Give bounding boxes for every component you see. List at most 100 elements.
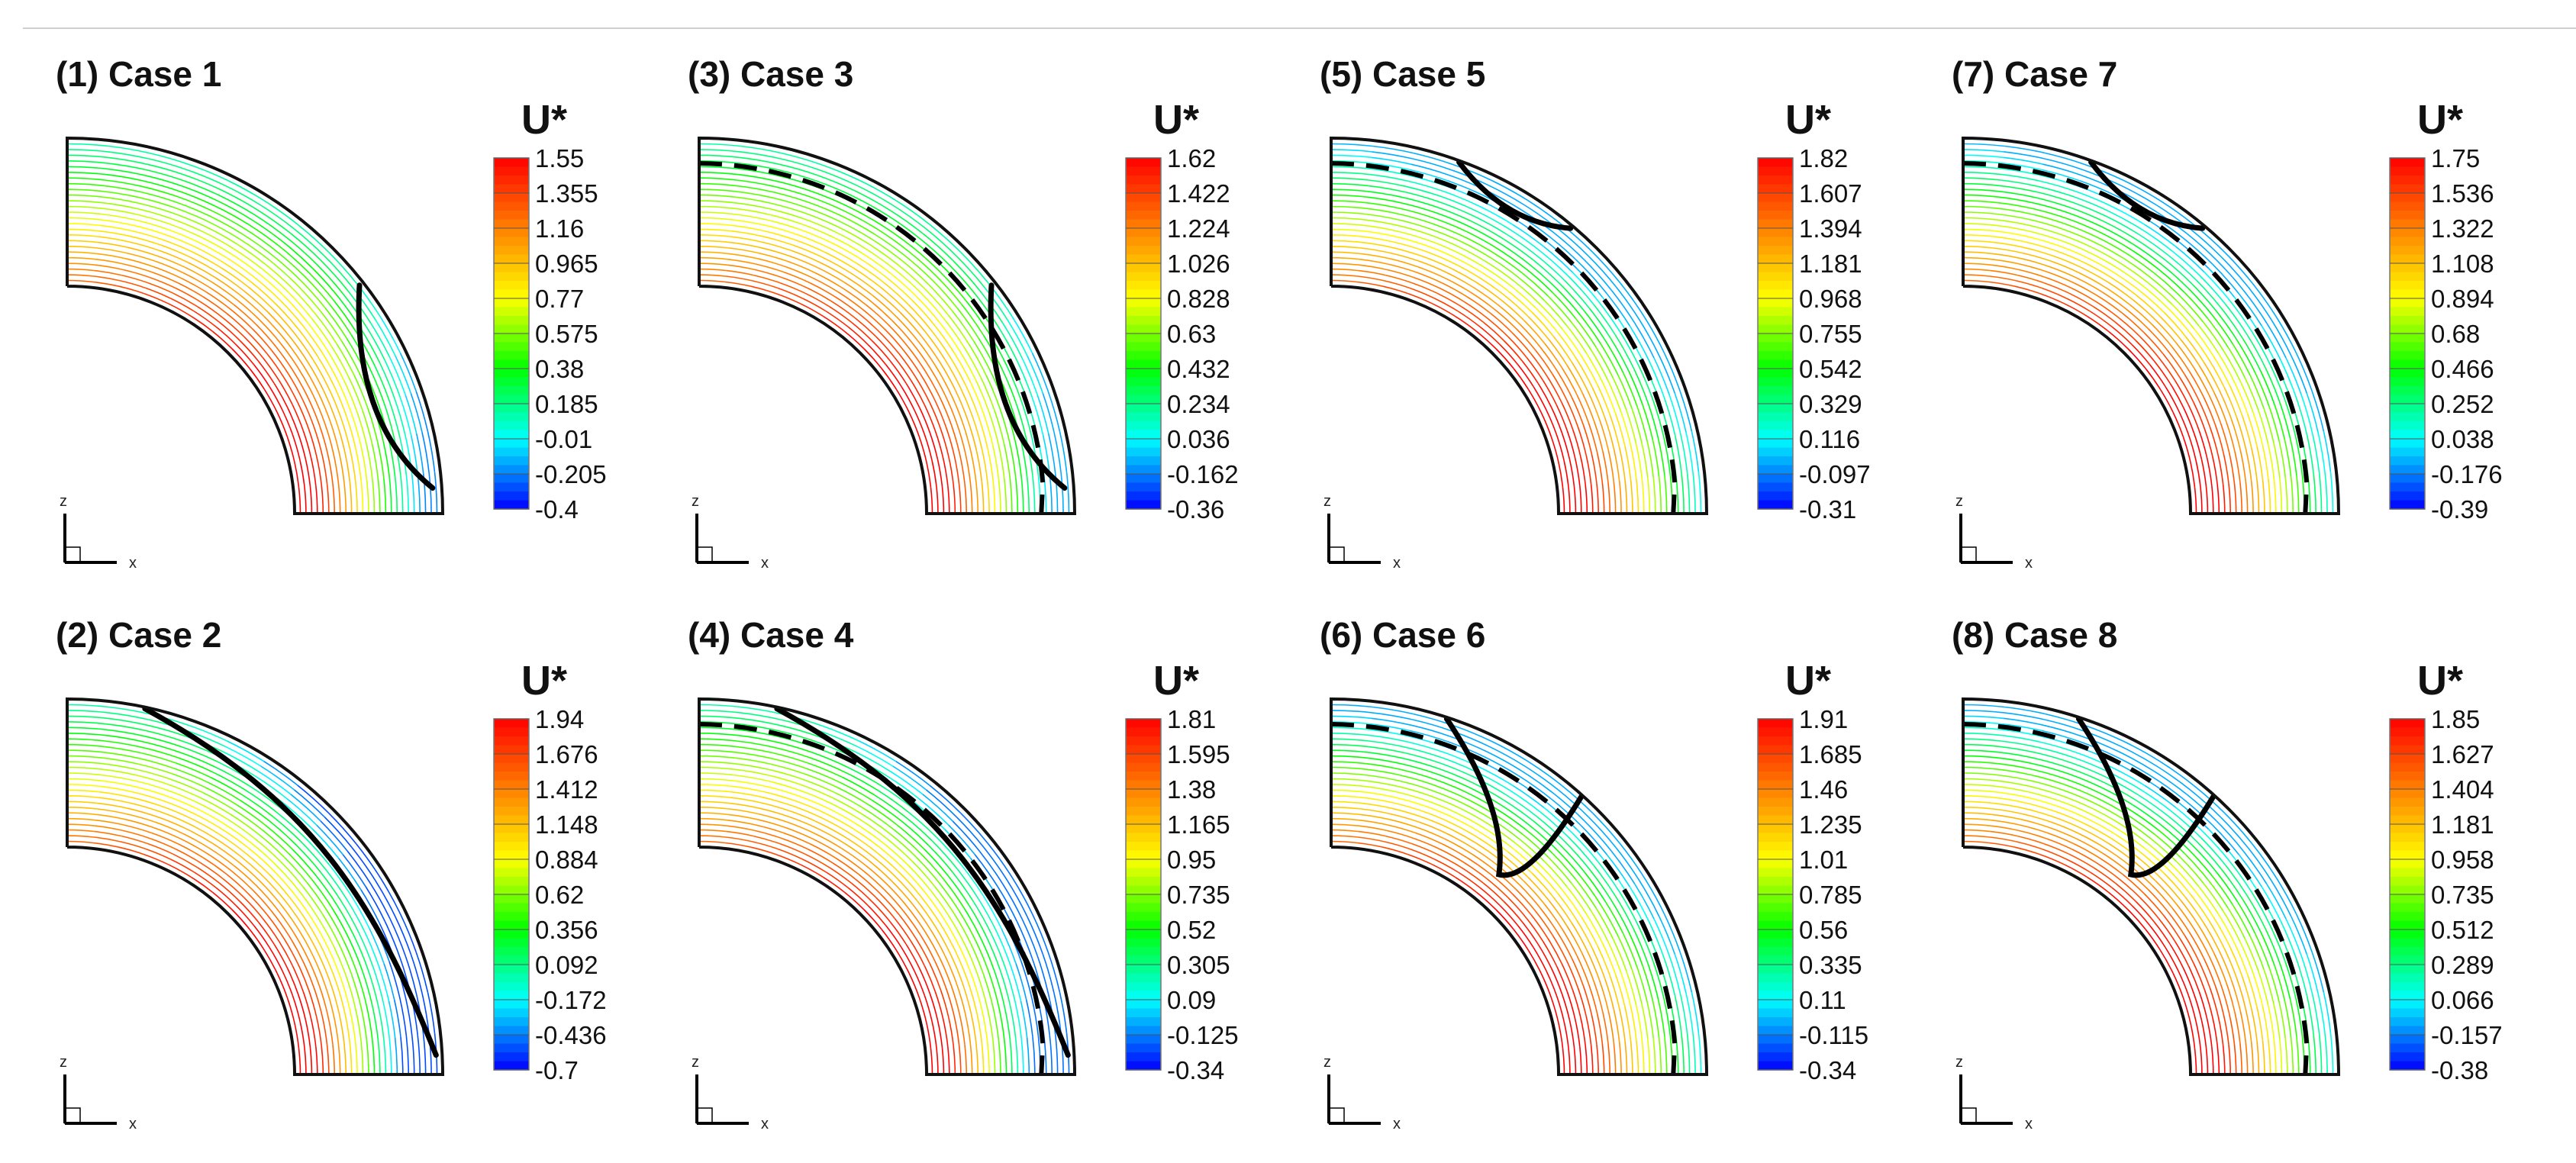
streamline (1330, 143, 1373, 147)
streamline (66, 726, 106, 730)
streamline (337, 482, 341, 514)
streamline (2242, 850, 2268, 884)
colorbar: U*1.621.4221.2241.0260.8280.630.4320.234… (1125, 97, 1239, 524)
streamline (2323, 992, 2332, 1033)
streamline (341, 340, 360, 374)
streamline (1388, 263, 1416, 273)
streamline (1436, 773, 1470, 788)
streamline (2014, 846, 2041, 855)
streamline (2175, 807, 2205, 834)
streamline (1686, 473, 1691, 514)
streamline (740, 145, 782, 154)
streamline (698, 823, 727, 826)
streamline (163, 800, 194, 814)
colorbar-tick-label: 0.252 (2431, 390, 2494, 418)
streamline (1415, 832, 1443, 845)
streamline (2049, 826, 2078, 839)
streamline (863, 909, 882, 929)
colorbar-swatch (494, 815, 529, 825)
streamline (105, 168, 145, 176)
streamline (97, 241, 128, 249)
streamline (949, 356, 966, 386)
streamline (837, 226, 869, 245)
streamline (2203, 321, 2224, 351)
streamline (930, 1048, 933, 1075)
streamline (765, 224, 798, 235)
streamline (2071, 287, 2097, 303)
colorbar-swatch (1758, 272, 1793, 282)
streamline (2081, 827, 2109, 844)
streamline (307, 362, 324, 391)
streamline (1550, 407, 1563, 433)
streamline (778, 287, 804, 299)
streamline (348, 938, 363, 971)
streamline (942, 457, 949, 486)
streamline (883, 889, 904, 912)
streamline (1439, 287, 1465, 303)
streamline (1330, 171, 1370, 176)
streamline (179, 191, 216, 207)
streamline (1543, 246, 1573, 273)
dashed-separation-line (1962, 161, 2310, 514)
streamline (2139, 852, 2165, 875)
streamline (730, 797, 762, 804)
colorbar-swatch (2390, 982, 2425, 992)
streamline (2214, 425, 2225, 455)
streamline (831, 862, 856, 880)
streamline (288, 374, 304, 401)
streamline (1330, 279, 1358, 283)
colorbar-swatch (1126, 955, 1161, 965)
streamline (2222, 484, 2226, 514)
streamline (240, 855, 265, 878)
streamline (1330, 256, 1360, 260)
streamline (961, 304, 985, 336)
streamline (1581, 392, 1595, 422)
colorbar-swatch (1758, 859, 1793, 869)
streamline (256, 884, 277, 909)
streamline (698, 835, 727, 838)
streamline (2042, 848, 2068, 860)
streamline (1591, 948, 1606, 979)
streamline (948, 824, 975, 855)
streamline (2188, 434, 2197, 461)
streamline (846, 277, 874, 297)
streamline (763, 230, 795, 241)
streamline (698, 738, 737, 742)
colorbar-swatch (2390, 193, 2425, 203)
streamline (1404, 752, 1441, 764)
colorbar-swatch (494, 1052, 529, 1062)
streamline (317, 356, 334, 386)
streamline (210, 215, 243, 235)
streamline (1365, 213, 1399, 221)
streamline (883, 328, 904, 351)
streamline (890, 833, 917, 858)
streamline (260, 881, 282, 905)
streamline (1020, 401, 1033, 438)
colorbar-swatch (2390, 184, 2425, 194)
streamline (242, 234, 273, 256)
streamline (411, 475, 415, 514)
streamline (2004, 151, 2045, 159)
colorbar-tick-label: 0.965 (535, 250, 598, 278)
streamline (2059, 239, 2090, 253)
streamline (237, 299, 261, 321)
streamline (953, 485, 956, 514)
streamline (1042, 393, 1055, 433)
colorbar-tick-label: 0.62 (535, 881, 584, 909)
colorbar-swatch (494, 219, 529, 229)
streamline (2184, 935, 2200, 962)
streamline (1563, 460, 1569, 488)
streamline (356, 843, 381, 878)
colorbar-swatch (1126, 491, 1161, 501)
streamline (1588, 423, 1598, 453)
streamline (394, 398, 407, 437)
colorbar-swatch (1758, 1017, 1793, 1027)
streamline (1488, 746, 1526, 767)
streamline (66, 149, 108, 153)
streamline (961, 421, 972, 452)
streamline (1585, 485, 1588, 514)
streamline (737, 173, 775, 182)
streamline (1361, 808, 1391, 815)
streamline (2236, 417, 2247, 449)
colorbar-swatch (494, 1000, 529, 1010)
